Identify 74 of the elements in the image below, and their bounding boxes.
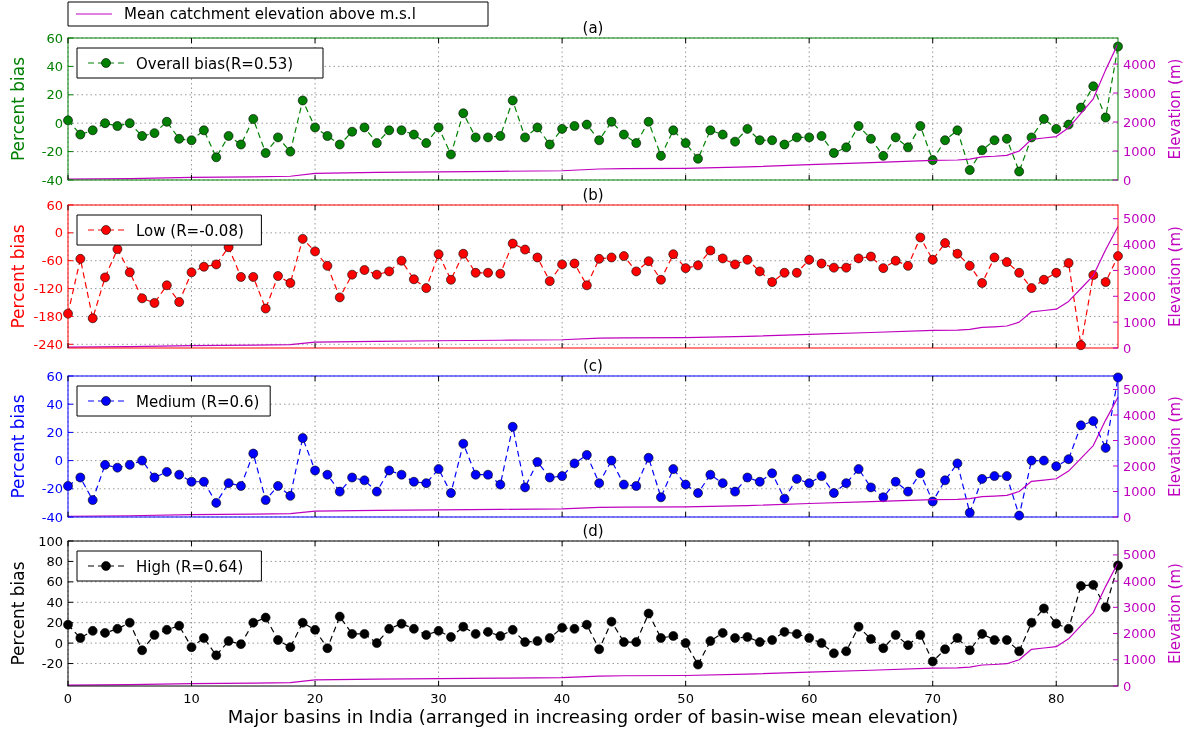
y-tick-label: -240: [33, 336, 63, 352]
x-axis-title: Major basins in India (arranged in increasing order of basin-wise mean elevation): [227, 706, 959, 727]
y2-tick-label: 3000: [1123, 262, 1157, 278]
y-tick-label: -20: [41, 481, 63, 497]
y-tick-label: 0: [54, 225, 63, 241]
y-tick-label: 40: [46, 58, 63, 74]
y2-tick-label: 3000: [1123, 85, 1157, 101]
y2-tick-label: 5000: [1123, 382, 1157, 398]
y2-tick-label: 1000: [1123, 652, 1157, 668]
y2-tick-label: 0: [1123, 509, 1132, 525]
y-axis-title: Percent bias: [8, 56, 28, 162]
x-tick-label: 20: [306, 691, 324, 706]
y-tick-label: 20: [46, 615, 63, 631]
y2-axis-title: Elevation (m): [1166, 58, 1184, 160]
y2-tick-label: 1000: [1123, 484, 1157, 499]
y2-tick-label: 1000: [1123, 143, 1157, 159]
y-tick-label: -20: [41, 144, 63, 160]
y-tick-label: 60: [46, 30, 63, 46]
x-tick-label: 30: [430, 691, 447, 706]
y2-tick-label: 2000: [1123, 626, 1157, 642]
y-tick-label: 40: [46, 396, 63, 412]
y-tick-label: 60: [46, 574, 63, 590]
y-tick-label: 100: [38, 533, 63, 549]
y2-tick-label: 3000: [1123, 599, 1157, 615]
y-tick-label: -20: [41, 656, 63, 672]
y2-axis-title: Elevation (m): [1166, 563, 1184, 664]
y2-tick-label: 4000: [1123, 56, 1157, 72]
y-tick-label: 0: [54, 635, 63, 651]
chart-title: (a): [582, 19, 604, 37]
y-axis-title: Percent bias: [8, 224, 28, 329]
chart-title: (d): [582, 522, 604, 540]
y-tick-label: 0: [54, 115, 63, 131]
chart-title: (b): [582, 186, 604, 204]
y2-axis-title: Elevation (m): [1166, 226, 1184, 327]
x-tick-label: 50: [677, 691, 694, 706]
y2-tick-label: 4000: [1123, 407, 1157, 423]
y-axis-title: Percent bias: [8, 394, 28, 499]
x-tick-label: 10: [183, 691, 200, 706]
y-tick-label: 0: [54, 453, 63, 469]
y2-axis-title: Elevation (m): [1166, 396, 1184, 497]
y2-tick-label: 5000: [1123, 547, 1157, 563]
y-tick-label: -180: [33, 308, 63, 324]
chart-title: (c): [583, 357, 603, 375]
y2-tick-label: 4000: [1123, 573, 1157, 589]
y2-tick-label: 2000: [1123, 288, 1157, 304]
y-axis-title: Percent bias: [8, 561, 28, 666]
y-tick-label: 40: [46, 594, 63, 610]
y2-tick-label: 3000: [1123, 433, 1157, 449]
legend-label: Medium (R=0.6): [136, 393, 260, 411]
legend-label: Low (R=-0.08): [136, 222, 244, 240]
y-tick-label: 60: [46, 197, 63, 213]
x-tick-label: 40: [553, 691, 571, 706]
y2-tick-label: 2000: [1123, 458, 1157, 474]
y-tick-label: 60: [46, 368, 63, 384]
y-tick-label: -120: [33, 281, 63, 297]
y2-tick-label: 0: [1123, 340, 1132, 356]
y-tick-label: -60: [41, 253, 63, 269]
y2-tick-label: 1000: [1123, 314, 1157, 330]
x-tick-label: 80: [1047, 691, 1065, 706]
x-tick-label: 70: [924, 691, 941, 706]
legend-label: High (R=0.64): [136, 558, 244, 576]
y-tick-label: -40: [41, 172, 63, 188]
y2-tick-label: 0: [1123, 678, 1132, 694]
y-tick-label: 20: [46, 424, 63, 440]
y-tick-label: 20: [46, 87, 63, 103]
y2-tick-label: 2000: [1123, 114, 1157, 130]
x-tick-label: 60: [800, 691, 818, 706]
y-tick-label: 80: [46, 553, 63, 569]
y2-tick-label: 0: [1123, 172, 1132, 188]
y2-tick-label: 5000: [1123, 211, 1157, 227]
legend-label: Overall bias(R=0.53): [136, 55, 294, 73]
legend-label: Mean catchment elevation above m.s.l: [124, 5, 416, 23]
y-tick-label: -40: [41, 509, 63, 525]
y2-tick-label: 4000: [1123, 237, 1157, 253]
